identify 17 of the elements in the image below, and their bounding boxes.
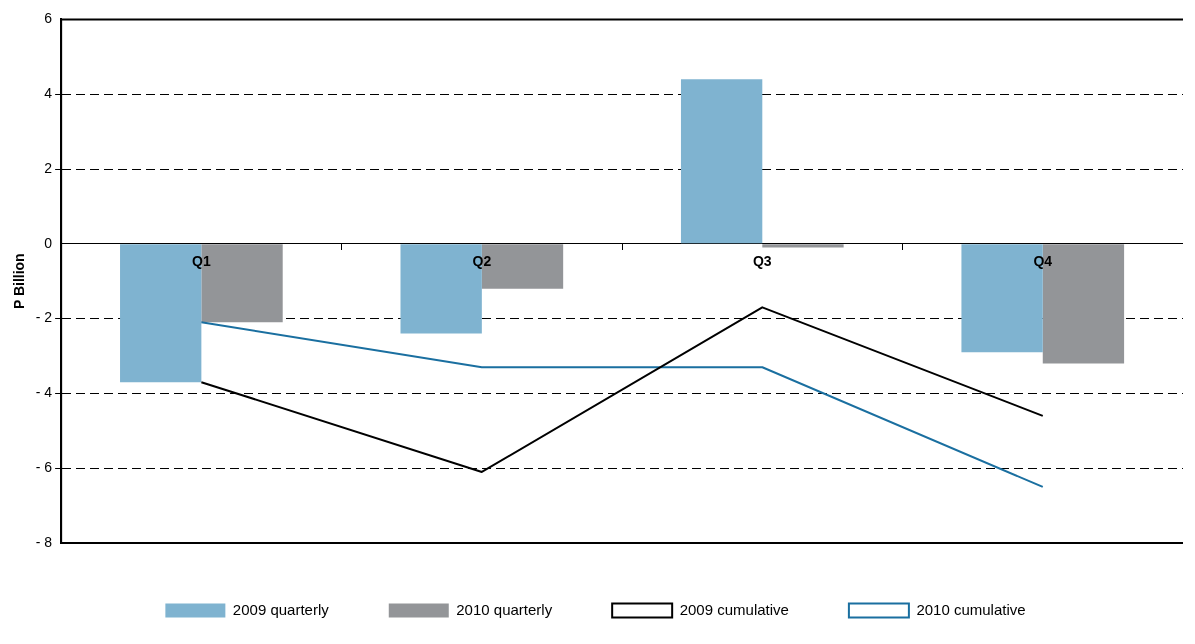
y-tick-label: 2	[44, 159, 53, 176]
x-tick-label: Q4	[1033, 253, 1053, 270]
y-tick-label: - 2	[35, 309, 53, 326]
y-tick-label: 0	[44, 234, 53, 251]
y-tick-label: 4	[44, 85, 53, 102]
legend-label: 2009 cumulative	[679, 600, 789, 618]
x-tick-label: Q3	[752, 253, 772, 270]
x-tick-label: Q2	[472, 253, 492, 270]
y-tick-label: - 8	[35, 533, 53, 550]
y-tick-label: - 6	[35, 459, 53, 476]
y-tick-label: 6	[44, 10, 53, 27]
legend-label: 2010 quarterly	[456, 600, 553, 618]
legend-label: 2009 quarterly	[232, 600, 330, 618]
x-tick-label: Q1	[192, 253, 211, 270]
y-tick-label: - 4	[35, 384, 53, 401]
y-axis-title: P Billion	[11, 253, 28, 310]
legend-label: 2010 cumulative	[916, 600, 1026, 618]
